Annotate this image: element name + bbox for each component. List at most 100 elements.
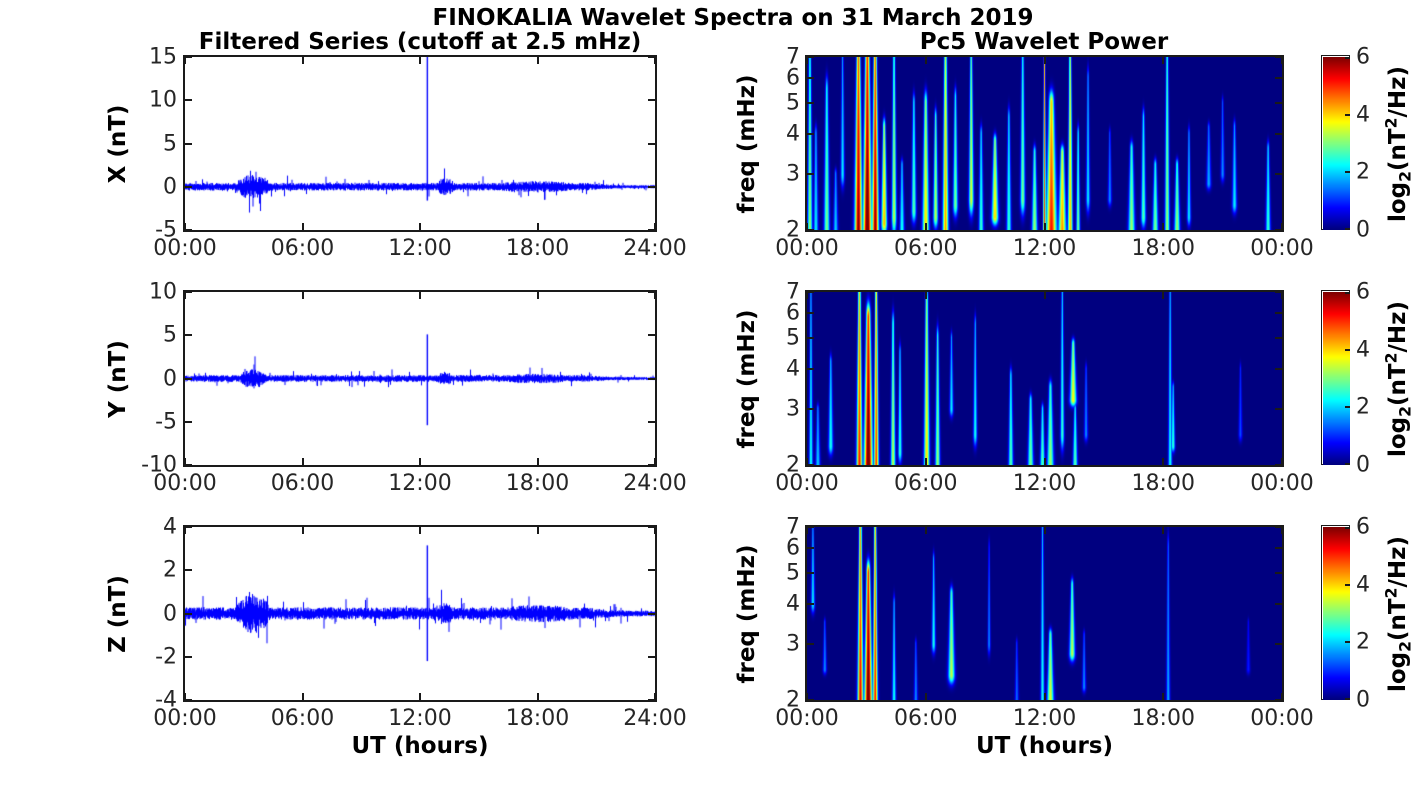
x-axis-label: UT (hours) (976, 733, 1113, 759)
axis-tick-mark (185, 569, 192, 572)
colorbar-tick-label: 4 (1356, 102, 1370, 128)
axis-tick-mark (1275, 173, 1282, 175)
freq-axis-label: freq (mHz) (734, 543, 760, 684)
axis-tick-mark (1345, 113, 1350, 116)
left-column-title: Filtered Series (cutoff at 2.5 mHz) (198, 29, 642, 55)
x-tick-label: 18:00 (1131, 706, 1195, 731)
axis-tick-mark (1043, 527, 1046, 534)
axis-tick-mark (185, 99, 192, 102)
axis-tick-mark (1162, 693, 1165, 700)
axis-tick-mark (807, 291, 814, 293)
axis-tick-mark (807, 603, 814, 606)
axis-tick-mark (1275, 464, 1282, 466)
y-tick-label: -10 (141, 452, 177, 478)
freq-tick-label: 3 (786, 396, 800, 422)
axis-tick-mark (419, 693, 421, 700)
axis-tick-mark (1043, 223, 1046, 230)
y-tick-label: 4 (163, 514, 177, 540)
axis-tick-mark (1275, 77, 1282, 80)
axis-tick-mark (1281, 292, 1283, 299)
axis-tick-mark (807, 173, 814, 175)
y-tick-label: 0 (163, 601, 177, 626)
y-tick-label: 5 (163, 131, 177, 156)
y-tick-label: 0 (163, 174, 177, 200)
axis-tick-mark (419, 57, 421, 64)
axis-tick-mark (185, 185, 192, 188)
axis-tick-mark (184, 223, 186, 230)
axis-tick-mark (185, 655, 192, 658)
axis-tick-mark (654, 223, 656, 230)
axis-tick-mark (648, 569, 655, 572)
colorbar-tick-label: 0 (1356, 452, 1370, 478)
axis-tick-mark (807, 133, 814, 136)
axis-tick-mark (1345, 292, 1350, 294)
axis-tick-mark (807, 643, 814, 645)
axis-tick-mark (807, 102, 814, 105)
axis-tick-mark (1275, 337, 1282, 340)
axis-tick-mark (419, 223, 421, 230)
y-tick-label: -5 (155, 409, 177, 435)
freq-tick-label: 6 (786, 535, 800, 561)
x-tick-label: 06:00 (270, 706, 335, 731)
right-column-title: Pc5 Wavelet Power (919, 29, 1169, 55)
colorbar-tick-label: 6 (1356, 44, 1370, 70)
axis-tick-mark (806, 458, 808, 465)
axis-tick-mark (806, 292, 808, 299)
axis-tick-mark (185, 56, 192, 58)
colorbar-label: log2(nT2/Hz) (1381, 535, 1415, 692)
axis-tick-mark (807, 312, 814, 315)
axis-tick-mark (419, 527, 421, 534)
axis-tick-mark (1345, 171, 1350, 174)
axis-tick-mark (924, 458, 927, 465)
x-tick-label: 06:00 (894, 706, 958, 731)
y-tick-label: 0 (163, 366, 177, 391)
freq-tick-label: 3 (786, 161, 800, 187)
axis-tick-mark (301, 223, 304, 230)
axis-tick-mark (1345, 583, 1350, 586)
axis-tick-mark (648, 655, 655, 658)
axis-tick-mark (924, 223, 927, 230)
axis-tick-mark (185, 526, 192, 528)
axis-tick-mark (301, 57, 304, 64)
axis-tick-mark (806, 57, 808, 64)
x-tick-label: 12:00 (1012, 236, 1077, 261)
axis-tick-mark (185, 229, 192, 231)
axis-tick-mark (648, 377, 655, 380)
freq-tick-label: 3 (786, 631, 800, 657)
freq-tick-label: 7 (786, 279, 800, 305)
axis-tick-mark (648, 229, 655, 231)
axis-tick-mark (301, 527, 304, 534)
freq-tick-label: 2 (786, 452, 800, 478)
x-tick-label: 00:00 (775, 236, 839, 261)
freq-axis-label: freq (mHz) (734, 308, 760, 449)
x-tick-label: 24:00 (623, 471, 687, 496)
axis-tick-mark (536, 57, 539, 64)
y-axis-label-z: Z (nT) (105, 574, 131, 653)
y-axis-label-x: X (nT) (105, 104, 131, 183)
axis-tick-mark (1275, 312, 1282, 315)
axis-tick-mark (1043, 57, 1046, 64)
axis-tick-mark (648, 464, 655, 466)
x-tick-label: 00:00 (153, 236, 217, 261)
axis-tick-mark (185, 291, 192, 293)
axis-tick-mark (301, 458, 304, 465)
x-tick-label: 06:00 (270, 236, 335, 261)
axis-tick-mark (184, 57, 186, 64)
axis-tick-mark (648, 142, 655, 145)
y-tick-label: -5 (155, 217, 177, 243)
axis-tick-mark (184, 292, 186, 299)
y-tick-label: 15 (149, 44, 177, 70)
axis-tick-mark (185, 334, 192, 337)
axis-tick-mark (654, 693, 656, 700)
y-tick-label: -2 (155, 644, 177, 670)
axis-tick-mark (648, 420, 655, 423)
axis-tick-mark (807, 337, 814, 340)
x-axis-label: UT (hours) (351, 733, 489, 759)
colorbar-tick-label: 6 (1356, 279, 1370, 305)
colorbar-tick-label: 2 (1356, 394, 1370, 420)
axis-tick-mark (1275, 526, 1282, 528)
x-tick-label: 18:00 (505, 471, 570, 496)
x-tick-label: 06:00 (894, 236, 958, 261)
axis-tick-mark (924, 57, 927, 64)
axis-tick-mark (654, 527, 656, 534)
